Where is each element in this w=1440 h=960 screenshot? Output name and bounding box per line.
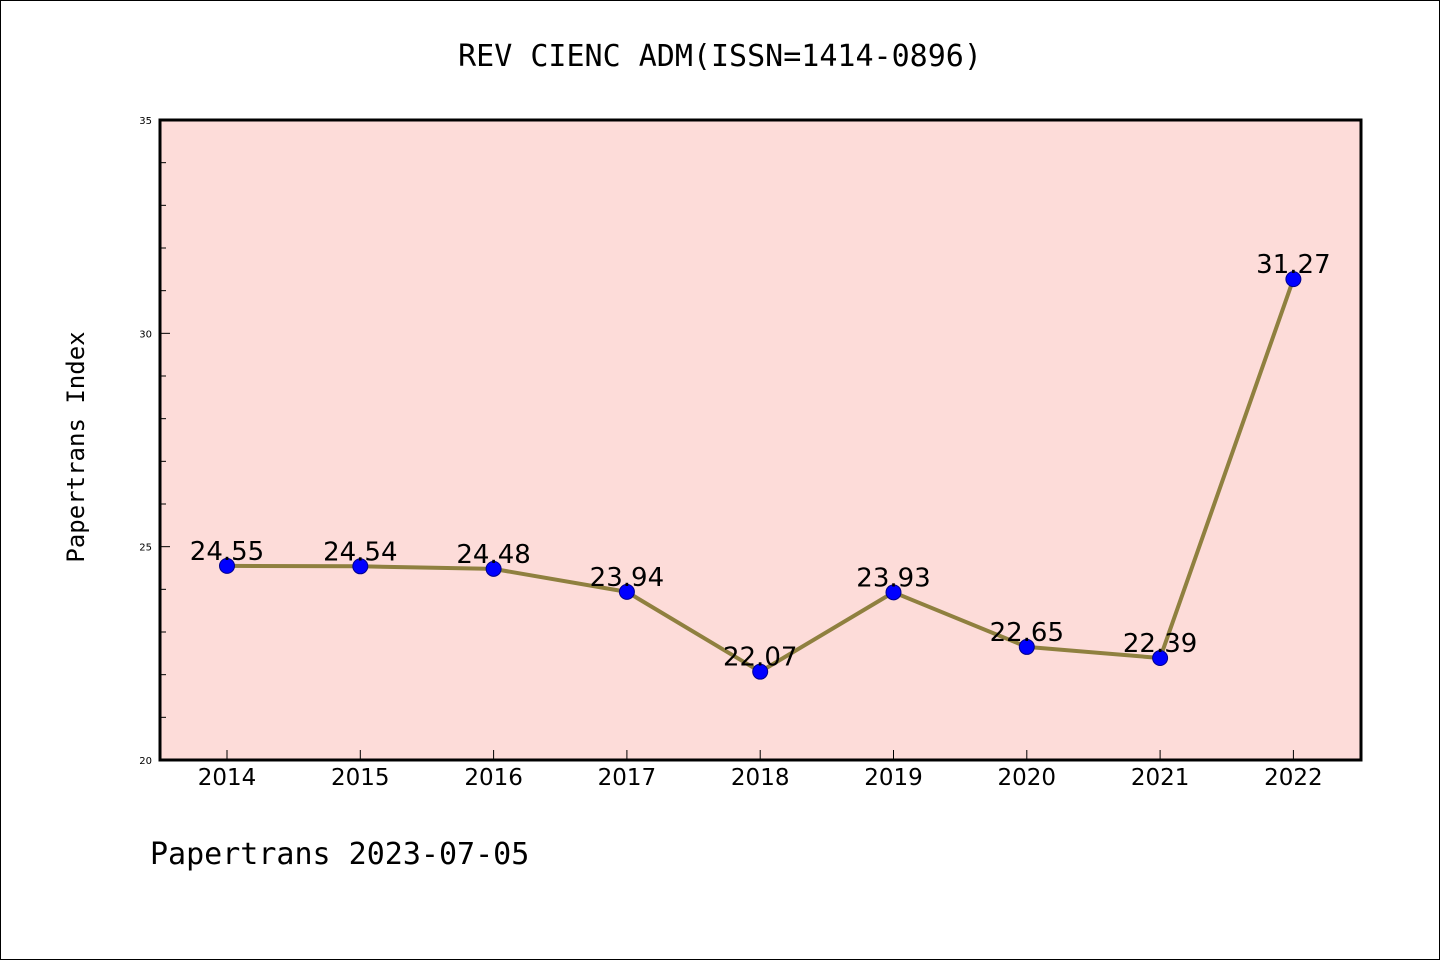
data-point <box>618 583 635 600</box>
y-tick-label: 30 <box>139 329 152 340</box>
footer-note: Papertrans 2023-07-05 <box>150 837 529 872</box>
data-point <box>1152 650 1169 667</box>
data-label: 24.54 <box>323 537 397 567</box>
data-point <box>1018 638 1035 655</box>
data-point <box>352 558 369 575</box>
x-tick-label: 2022 <box>1264 765 1323 791</box>
x-axis-ticks: 2014 2015 2016 2017 2018 2019 2020 2021 2022 <box>198 750 1323 791</box>
x-tick-label: 2018 <box>731 765 790 791</box>
data-label: 23.93 <box>856 563 930 593</box>
x-tick-label: 2019 <box>864 765 923 791</box>
y-tick-label: 35 <box>139 116 152 127</box>
data-label: 22.07 <box>723 643 797 673</box>
data-point <box>1285 271 1302 288</box>
data-label: 24.55 <box>190 537 264 567</box>
data-label: 23.94 <box>590 563 664 593</box>
data-labels: 24.55 24.54 24.48 23.94 22.07 23.93 22.65 22.39… <box>190 250 1331 673</box>
data-label: 22.65 <box>990 618 1064 648</box>
x-tick-label: 2017 <box>598 765 657 791</box>
x-tick-label: 2015 <box>331 765 390 791</box>
x-tick-label: 2020 <box>998 765 1057 791</box>
data-point <box>752 663 769 680</box>
data-label: 31.27 <box>1256 250 1330 280</box>
y-axis-label: Papertrans Index <box>62 331 90 562</box>
data-label: 24.48 <box>456 540 530 570</box>
x-tick-label: 2021 <box>1131 765 1190 791</box>
data-label: 22.39 <box>1123 629 1197 659</box>
chart-title: REV CIENC ADM(ISSN=1414-0896) <box>458 39 982 74</box>
y-tick-label: 25 <box>139 543 152 554</box>
data-point <box>885 584 902 601</box>
y-tick-label: 20 <box>139 756 152 767</box>
data-markers <box>219 271 1302 680</box>
data-point <box>485 560 502 577</box>
x-tick-label: 2014 <box>198 765 257 791</box>
data-point <box>219 557 235 574</box>
plot-border <box>158 118 1363 762</box>
x-tick-label: 2016 <box>464 765 523 791</box>
